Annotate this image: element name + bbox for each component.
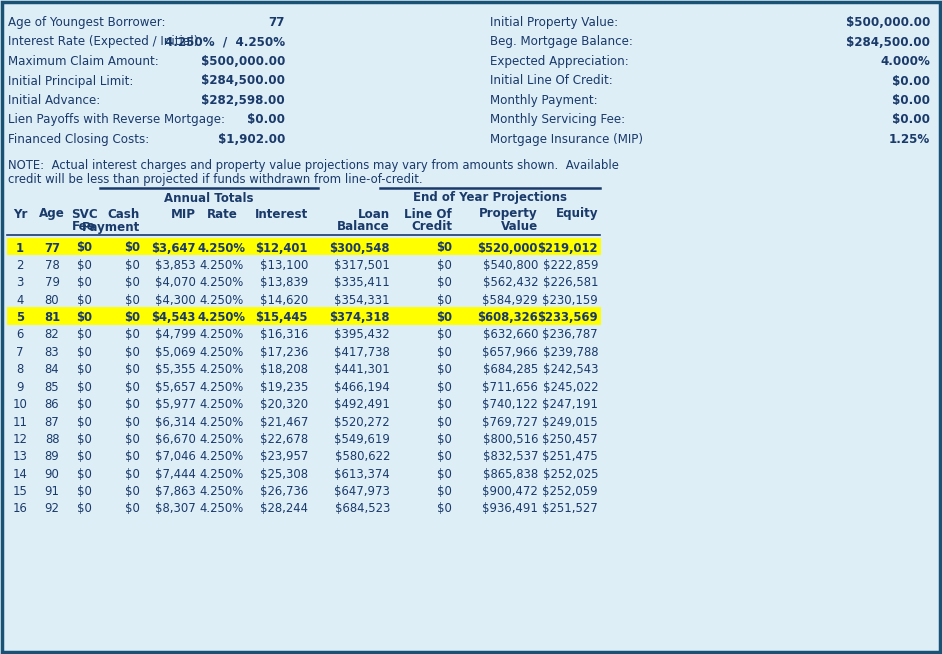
Text: $5,355: $5,355 (155, 364, 196, 376)
Text: $0: $0 (125, 433, 140, 446)
Text: 13: 13 (12, 451, 27, 463)
Text: $23,957: $23,957 (260, 451, 308, 463)
Text: $6,670: $6,670 (155, 433, 196, 446)
Text: 4.250%: 4.250% (200, 502, 244, 515)
Text: 11: 11 (12, 415, 27, 428)
Text: 3: 3 (16, 276, 24, 289)
Text: 1: 1 (16, 241, 24, 254)
Text: 4: 4 (16, 294, 24, 307)
Text: $0: $0 (437, 259, 452, 272)
Text: $8,307: $8,307 (155, 502, 196, 515)
Text: $7,863: $7,863 (155, 485, 196, 498)
Text: 14: 14 (12, 468, 27, 481)
Text: 4.250%: 4.250% (200, 468, 244, 481)
Text: 15: 15 (12, 485, 27, 498)
Text: Property: Property (479, 207, 538, 220)
Text: $613,374: $613,374 (334, 468, 390, 481)
Text: 4.250%: 4.250% (200, 364, 244, 376)
Text: $0: $0 (125, 485, 140, 498)
Text: $236,787: $236,787 (543, 328, 598, 341)
Text: $832,537: $832,537 (482, 451, 538, 463)
Text: $0: $0 (125, 381, 140, 394)
Text: 89: 89 (44, 451, 59, 463)
Text: $226,581: $226,581 (543, 276, 598, 289)
Text: $0: $0 (76, 311, 92, 324)
Text: $284,500.00: $284,500.00 (201, 75, 285, 88)
Text: $222,859: $222,859 (543, 259, 598, 272)
Text: $0: $0 (76, 364, 91, 376)
Text: Balance: Balance (337, 220, 390, 233)
Text: Value: Value (501, 220, 538, 233)
Text: $21,467: $21,467 (260, 415, 308, 428)
Text: $0: $0 (76, 415, 91, 428)
Text: $0: $0 (437, 328, 452, 341)
Text: $800,516: $800,516 (482, 433, 538, 446)
Text: Line Of: Line Of (404, 207, 452, 220)
Text: $657,966: $657,966 (482, 346, 538, 359)
Text: $684,285: $684,285 (482, 364, 538, 376)
Text: $0: $0 (437, 502, 452, 515)
Text: Age: Age (39, 207, 65, 220)
Text: $15,445: $15,445 (255, 311, 308, 324)
Text: $0: $0 (125, 468, 140, 481)
Text: Maximum Claim Amount:: Maximum Claim Amount: (8, 55, 159, 68)
Text: Cash: Cash (107, 207, 140, 220)
Text: $549,619: $549,619 (334, 433, 390, 446)
Text: credit will be less than projected if funds withdrawn from line-of-credit.: credit will be less than projected if fu… (8, 173, 423, 186)
Text: $0: $0 (76, 381, 91, 394)
Text: $0: $0 (76, 259, 91, 272)
Text: $769,727: $769,727 (482, 415, 538, 428)
Text: $0: $0 (125, 451, 140, 463)
Text: $22,678: $22,678 (260, 433, 308, 446)
Text: $0: $0 (437, 346, 452, 359)
Text: $608,326: $608,326 (478, 311, 538, 324)
Text: $1,902.00: $1,902.00 (218, 133, 285, 146)
Text: Age of Youngest Borrower:: Age of Youngest Borrower: (8, 16, 166, 29)
Text: $4,543: $4,543 (152, 311, 196, 324)
Text: $7,046: $7,046 (155, 451, 196, 463)
Text: 77: 77 (44, 241, 60, 254)
Text: 4.250%: 4.250% (200, 398, 244, 411)
Text: $865,838: $865,838 (483, 468, 538, 481)
Text: Mortgage Insurance (MIP): Mortgage Insurance (MIP) (490, 133, 643, 146)
Text: 4.250%: 4.250% (200, 259, 244, 272)
Text: $317,501: $317,501 (334, 259, 390, 272)
Text: 79: 79 (44, 276, 59, 289)
Text: 8: 8 (16, 364, 24, 376)
Text: Financed Closing Costs:: Financed Closing Costs: (8, 133, 149, 146)
Text: Initial Property Value:: Initial Property Value: (490, 16, 618, 29)
Text: 4.250%: 4.250% (200, 451, 244, 463)
Text: Interest: Interest (254, 207, 308, 220)
Text: Monthly Servicing Fee:: Monthly Servicing Fee: (490, 114, 625, 126)
Text: SVC: SVC (71, 207, 97, 220)
Text: $0: $0 (125, 346, 140, 359)
Text: $239,788: $239,788 (543, 346, 598, 359)
Text: 4.250%: 4.250% (200, 276, 244, 289)
Text: $0: $0 (76, 241, 92, 254)
Text: $245,022: $245,022 (543, 381, 598, 394)
Text: 5: 5 (16, 311, 24, 324)
Text: $684,523: $684,523 (334, 502, 390, 515)
Text: Rate: Rate (206, 207, 237, 220)
Text: Annual Totals: Annual Totals (164, 192, 253, 205)
Text: Monthly Payment:: Monthly Payment: (490, 94, 597, 107)
Text: $0: $0 (124, 241, 140, 254)
Text: Initial Principal Limit:: Initial Principal Limit: (8, 75, 134, 88)
Text: $4,300: $4,300 (155, 294, 196, 307)
Text: 4.250%: 4.250% (200, 485, 244, 498)
Text: $233,569: $233,569 (537, 311, 598, 324)
Text: 83: 83 (44, 346, 59, 359)
Text: 4.250%  /  4.250%: 4.250% / 4.250% (165, 35, 285, 48)
Text: $252,059: $252,059 (543, 485, 598, 498)
Text: $5,069: $5,069 (155, 346, 196, 359)
Text: $0: $0 (437, 276, 452, 289)
Text: $282,598.00: $282,598.00 (202, 94, 285, 107)
Text: $500,000.00: $500,000.00 (846, 16, 930, 29)
Text: 4.250%: 4.250% (200, 346, 244, 359)
Text: $0: $0 (437, 451, 452, 463)
Text: $395,432: $395,432 (334, 328, 390, 341)
Text: 4.250%: 4.250% (198, 241, 246, 254)
Text: $5,977: $5,977 (154, 398, 196, 411)
Text: 92: 92 (44, 502, 59, 515)
